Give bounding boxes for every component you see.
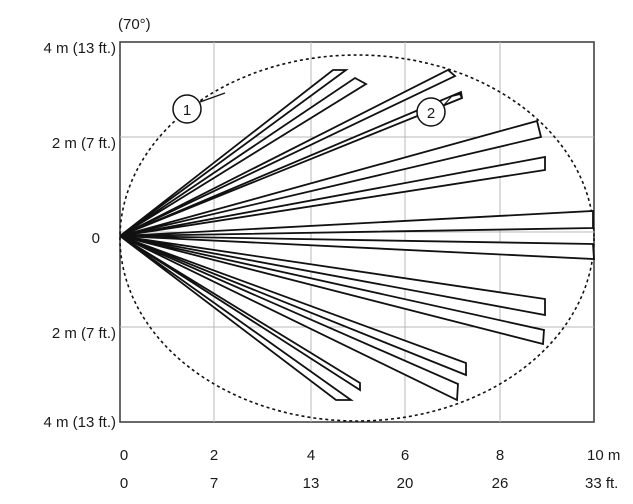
y-label-upper: 2 m (7 ft.) (52, 135, 116, 152)
coverage-boundary (119, 54, 595, 422)
y-label-top: 4 m (13 ft.) (43, 40, 116, 57)
x-label-ft-13: 13 (303, 475, 320, 492)
detection-zone-beam (119, 68, 457, 237)
x-label-m-10: 10 m (587, 447, 620, 464)
callout-2: 2 (416, 95, 453, 127)
x-label-m-6: 6 (401, 447, 409, 464)
detection-zone-beam (119, 235, 546, 317)
x-label-ft-20: 20 (397, 475, 414, 492)
detection-zones (119, 68, 595, 402)
detection-zone-beam (119, 235, 354, 401)
x-label-m-4: 4 (307, 447, 315, 464)
detection-zone-beam (119, 235, 361, 392)
x-label-ft-33: 33 ft. (585, 475, 618, 492)
detection-zone-beam (119, 119, 543, 237)
detection-zone-beam (119, 76, 368, 237)
callout-2-label: 2 (427, 105, 435, 122)
detection-zone-beam (119, 210, 594, 237)
x-label-ft-0: 0 (120, 475, 128, 492)
detection-zone-beam (119, 235, 545, 346)
angle-label: (70°) (118, 16, 151, 33)
x-label-m-2: 2 (210, 447, 218, 464)
y-label-bottom: 4 m (13 ft.) (43, 414, 116, 431)
x-label-m-8: 8 (496, 447, 504, 464)
y-label-lower: 2 m (7 ft.) (52, 325, 116, 342)
detection-zone-beam (119, 235, 467, 377)
x-label-ft-26: 26 (492, 475, 509, 492)
callout-1: 1 (172, 92, 226, 124)
y-label-center: 0 (92, 230, 100, 247)
detection-zone-beam (119, 235, 595, 260)
x-label-m-0: 0 (120, 447, 128, 464)
detection-zone-beam (119, 69, 349, 237)
detection-zone-beam (119, 235, 459, 402)
callout-1-label: 1 (183, 102, 191, 119)
detection-zone-tab (451, 92, 463, 99)
x-label-ft-7: 7 (210, 475, 218, 492)
detection-zone-beam (119, 155, 546, 237)
